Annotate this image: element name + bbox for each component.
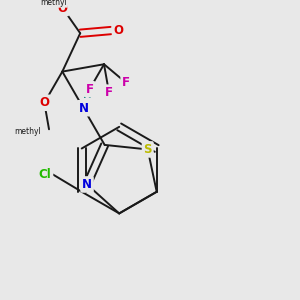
Text: S: S bbox=[143, 143, 152, 156]
Text: Cl: Cl bbox=[39, 168, 52, 181]
Text: methyl: methyl bbox=[40, 0, 67, 7]
Text: O: O bbox=[58, 2, 68, 14]
Text: N: N bbox=[79, 102, 88, 115]
Text: F: F bbox=[105, 86, 113, 99]
Text: O: O bbox=[114, 24, 124, 37]
Text: F: F bbox=[122, 76, 130, 89]
Text: O: O bbox=[39, 96, 49, 109]
Text: F: F bbox=[85, 83, 94, 96]
Text: methyl: methyl bbox=[15, 127, 41, 136]
Text: N: N bbox=[82, 178, 92, 191]
Text: H: H bbox=[83, 90, 92, 100]
